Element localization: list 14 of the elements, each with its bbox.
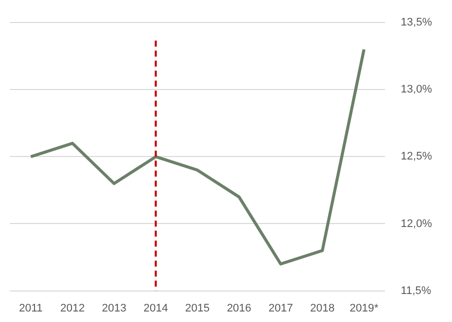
x-tick-label: 2017 [268,302,293,314]
x-tick-label: 2015 [185,302,210,314]
x-tick-label: 2014 [144,302,168,314]
y-tick-label: 11,5% [400,284,432,297]
y-tick-label: 13,0% [400,84,432,96]
y-tick-label: 12,5% [400,150,432,163]
x-tick-label: 2012 [60,302,85,314]
y-tick-label: 13,5% [400,16,432,29]
x-tick-label: 2019* [350,302,380,314]
x-tick-label: 2011 [18,302,43,314]
x-tick-label: 2013 [102,302,126,314]
x-tick-label: 2016 [226,302,252,314]
x-tick-label: 2018 [310,302,335,314]
y-tick-label: 12,0% [400,218,432,230]
